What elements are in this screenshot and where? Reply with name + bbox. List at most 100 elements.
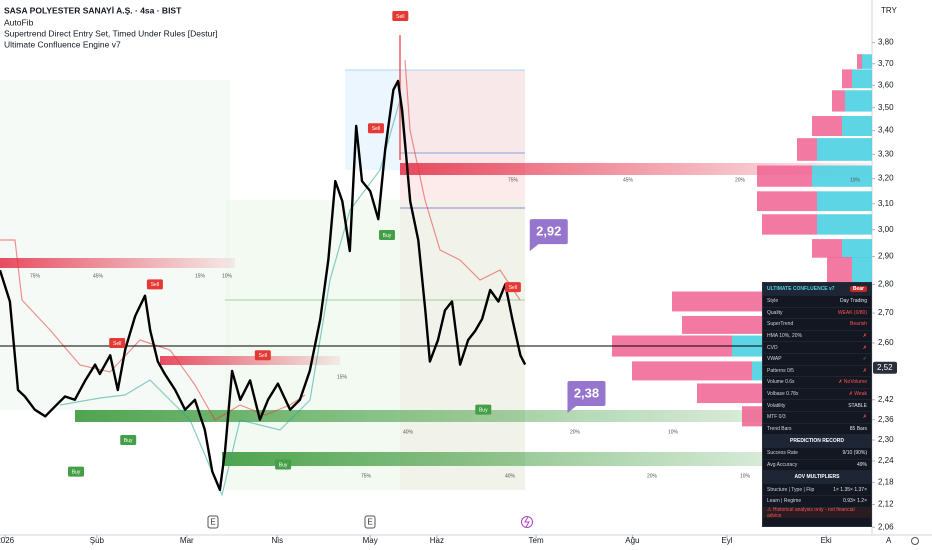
symbol-title: SASA POLYESTER SANAYİ A.Ş. · 4sa · BIST (4, 5, 182, 15)
signal-tag (275, 459, 292, 470)
callout-tail (567, 404, 578, 413)
volume-profile-sell (757, 191, 817, 212)
currency-label: TRY (881, 6, 898, 15)
y-tick-label: 3,20 (878, 174, 894, 183)
confluence-panel: ULTIMATE CONFLUENCE v7 Bear Style Day Tradi… (762, 282, 872, 527)
event-box[interactable] (207, 515, 219, 529)
volume-profile-sell (757, 165, 812, 187)
y-tick-label: 3,80 (878, 38, 894, 47)
fib-label: 45% (93, 273, 104, 279)
panel-row: Success Rate 9/10 (90%) (763, 448, 871, 460)
signal: Sell (392, 10, 409, 21)
panel-footer-text: ⚠ Historical analysis only - not financi… (767, 506, 855, 519)
callout-box (567, 380, 606, 406)
panel-row: Avg Accuracy 49% (763, 460, 871, 472)
panel-value: ✗ (862, 333, 867, 340)
panel-key: Trend Bars (767, 425, 792, 432)
fib-label: 40% (403, 429, 414, 435)
background-zones (0, 35, 870, 497)
panel-section-title: ADV MULTIPLIERS (794, 474, 840, 481)
indicator-name: Supertrend Direct Entry Set, Timed Under… (4, 28, 218, 38)
y-tick-label: 2,24 (878, 456, 894, 465)
panel-key: Volatility (767, 402, 786, 409)
signal: Sell (146, 279, 163, 290)
volume-profile-sell (762, 214, 817, 235)
signal-tag (68, 466, 85, 477)
volume-profile-buy (842, 239, 872, 258)
volume-profile-sell (857, 54, 862, 69)
volume-profile-sell (842, 69, 852, 89)
event-label: E (210, 518, 215, 527)
signal-tag (392, 10, 409, 21)
fib-label: 10% (222, 273, 233, 279)
fib-label: 75% (30, 273, 41, 279)
signal-label: Sell (509, 285, 517, 291)
panel-value: WEAK (0/80) (837, 309, 867, 316)
y-tick-label: 2,30 (878, 435, 894, 444)
event-label: E (367, 518, 372, 527)
panel-value: ✗ (862, 414, 867, 421)
y-tick-label: 3,60 (878, 80, 894, 89)
panel-row: Structure | Type | Flip 1× 1.35× 1.37× (763, 484, 871, 496)
fib-label: 15% (195, 273, 206, 279)
panel-value: Day Trading (840, 298, 867, 305)
x-tick-label: Tem (529, 536, 544, 545)
indicator-name: AutoFib (4, 17, 34, 27)
panel-key: Quality (767, 309, 783, 316)
volume-profile-buy (817, 138, 872, 161)
signal-tag (504, 282, 521, 293)
signal-tag (109, 337, 126, 348)
y-tick-label: 2,90 (878, 252, 894, 261)
indicator-name: Ultimate Confluence Engine v7 (4, 39, 121, 49)
panel-row: VWAP ✓ (763, 354, 871, 366)
x-tick-label: Mar (180, 536, 194, 545)
x-tick-label: Nis (272, 536, 284, 545)
x-tick-label: Şub (90, 536, 105, 545)
signal: Buy (475, 404, 492, 415)
callout-label: 2,92 (536, 224, 561, 239)
y-tick-label: 2,42 (878, 395, 894, 404)
panel-value: ✗ (862, 367, 867, 374)
fib-label: 75% (361, 473, 372, 479)
x-tick-label: Eyl (721, 536, 732, 545)
panel-row: SuperTrend Bearish (763, 319, 871, 331)
y-tick-label: 3,70 (878, 59, 894, 68)
panel-row: Volatility STABLE (763, 400, 871, 412)
y-tick-label: 2,12 (878, 500, 894, 509)
fib-zone (225, 200, 525, 490)
axis-mode[interactable]: A (886, 536, 892, 545)
fib-label: 40% (505, 473, 516, 479)
x-tick-label: Haz (430, 536, 444, 545)
panel-row: CVD ✗ (763, 342, 871, 354)
fib-label: 20% (570, 429, 581, 435)
zone-bar (75, 410, 865, 422)
event-box[interactable] (364, 515, 376, 529)
fib-label: 10% (668, 429, 679, 435)
fib-label: 45% (623, 177, 634, 183)
panel-key: CVD (767, 344, 778, 351)
panel-value: 85 Bars (849, 425, 867, 432)
settings-icon[interactable] (911, 537, 919, 545)
panel-key: Structure | Type | Flip (767, 486, 815, 493)
signal-label: Sell (372, 126, 380, 132)
signal-tag (254, 350, 271, 361)
callout-box (529, 219, 568, 245)
dividend-icon[interactable] (521, 516, 533, 528)
panel-value: STABLE (848, 402, 867, 409)
supertrend-line (404, 59, 521, 301)
signal: Sell (254, 350, 271, 361)
signal-tag (146, 279, 163, 290)
volume-profile-buy (845, 90, 872, 112)
panel-key: VWAP (767, 356, 782, 363)
panel-section: ADV MULTIPLIERS (763, 471, 871, 485)
panel-key: SuperTrend (767, 321, 794, 328)
panel-row: Quality WEAK (0/80) (763, 308, 871, 320)
signal-tag (378, 230, 395, 241)
panel-value: ✗ NoVolume (838, 379, 867, 386)
panel-value: ✗ Weak (848, 391, 867, 398)
signal-label: Buy (279, 462, 288, 468)
signal: Buy (68, 466, 85, 477)
x-tick-label: 2026 (0, 536, 15, 545)
y-tick-label: 2,60 (878, 338, 894, 347)
